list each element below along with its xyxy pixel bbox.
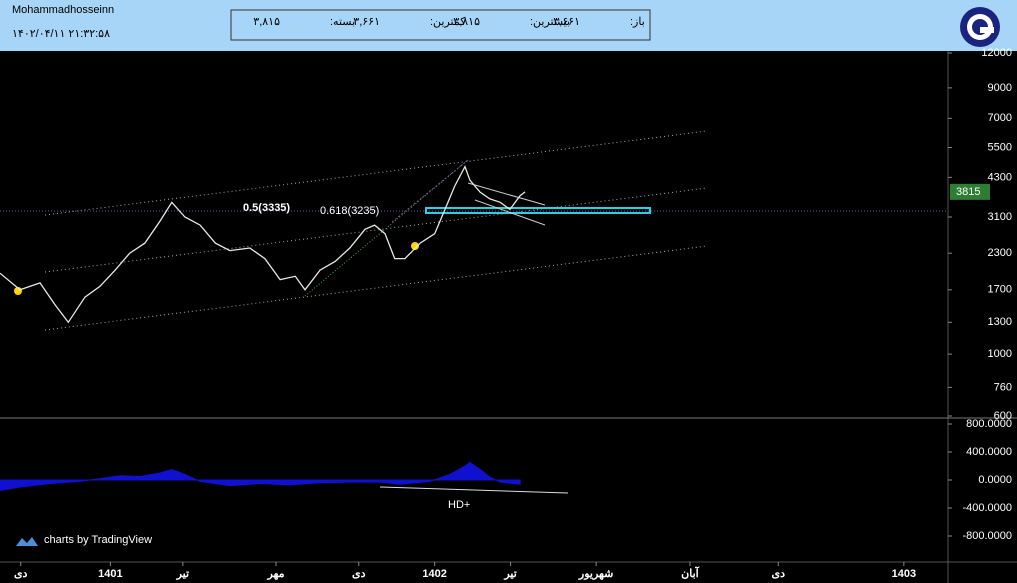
watermark-icon xyxy=(16,537,38,546)
fib-label: 0.618(3235) xyxy=(320,205,379,217)
divergence-line xyxy=(379,486,569,494)
x-tick-label: دی xyxy=(352,568,366,580)
fib-line xyxy=(391,159,469,223)
ohlc-box xyxy=(230,9,651,41)
watermark: charts by TradingView xyxy=(44,534,152,546)
x-tick-label: دی xyxy=(14,568,28,580)
fib-label: 0.5(3335) xyxy=(243,202,290,214)
x-tick-label: دی xyxy=(772,568,786,580)
y-tick-label: 0.0000 xyxy=(978,474,1012,486)
y-tick-label: 1000 xyxy=(988,348,1012,360)
marker-dot xyxy=(411,242,419,250)
x-tick-label: تیر xyxy=(503,568,516,580)
ohlc-label: بسته: xyxy=(330,16,355,28)
divergence-label: HD+ xyxy=(448,499,470,511)
last-price-box xyxy=(950,183,990,200)
y-tick-label: 800.0000 xyxy=(966,418,1012,430)
y-tick-label: 4300 xyxy=(988,171,1012,183)
logo xyxy=(960,7,1000,47)
y-tick-label: 1700 xyxy=(988,284,1012,296)
wedge xyxy=(467,182,546,226)
y-tick-label: 600 xyxy=(994,410,1012,422)
ohlc-value: ۳,۸۱۵ xyxy=(253,16,280,28)
channel xyxy=(44,130,708,331)
x-tick-label: مهر xyxy=(266,568,284,580)
y-tick-label: 3100 xyxy=(988,211,1012,223)
y-tick-label: 7000 xyxy=(988,112,1012,124)
x-tick-label: آبان xyxy=(681,566,699,580)
y-tick-label: 400.0000 xyxy=(966,446,1012,458)
ohlc-label: باز: xyxy=(630,16,645,28)
header-bar xyxy=(0,0,1017,51)
y-tick-label: 5500 xyxy=(988,141,1012,153)
y-tick-label: -800.0000 xyxy=(962,530,1012,542)
x-tick-label: تیر xyxy=(176,568,189,580)
y-tick-label: 9000 xyxy=(988,82,1012,94)
y-tick-label: -400.0000 xyxy=(962,502,1012,514)
x-tick-label: شهریور xyxy=(578,568,613,580)
ohlc-value: ۳,۶۶۱ xyxy=(353,16,380,28)
ohlc-label: بیشترین: xyxy=(530,16,570,28)
y-tick-label: 12000 xyxy=(981,47,1012,59)
user-name: Mohammadhosseinn xyxy=(12,4,114,16)
datetime: ۱۴۰۲/۰۴/۱۱ ۲۱:۳۲:۵۸ xyxy=(12,28,110,40)
y-tick-label: 760 xyxy=(994,381,1012,393)
x-tick-label: 1403 xyxy=(892,568,916,580)
y-tick-label: 1300 xyxy=(988,316,1012,328)
ohlc-label: کمترین: xyxy=(430,16,466,28)
x-tick-label: 1401 xyxy=(98,568,122,580)
last-price-label: 3815 xyxy=(956,186,980,198)
y-tick-label: 2300 xyxy=(988,247,1012,259)
support-box xyxy=(425,207,651,214)
x-tick-label: 1402 xyxy=(422,568,446,580)
ohlc-value: ۳,۶۶۱ xyxy=(553,16,580,28)
oscillator-area xyxy=(0,461,521,492)
ohlc-value: ۳,۸۱۵ xyxy=(453,16,480,28)
price-line xyxy=(0,164,526,324)
